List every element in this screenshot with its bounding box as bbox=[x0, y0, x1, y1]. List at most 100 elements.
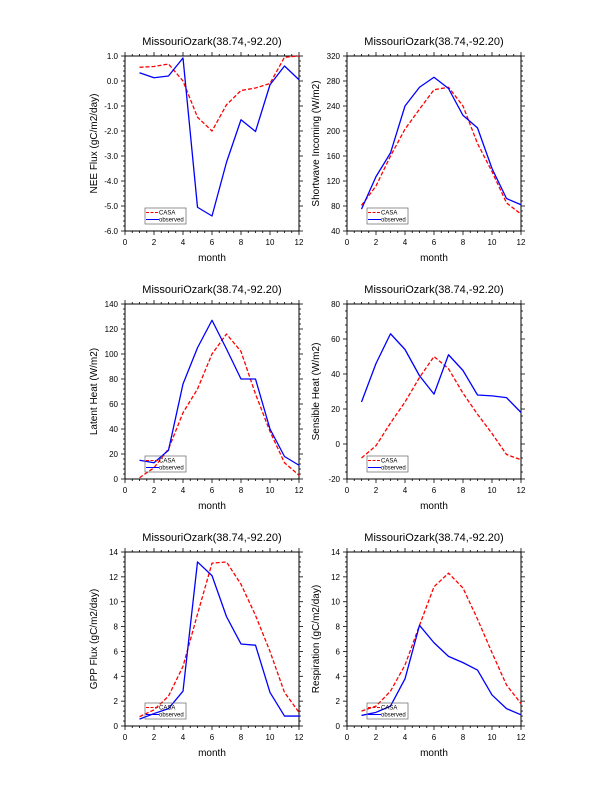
legend-label-casa: CASA bbox=[159, 706, 175, 712]
x-tick-label: 10 bbox=[488, 733, 497, 742]
series-line-casa bbox=[139, 561, 300, 718]
x-tick-label: 10 bbox=[266, 733, 275, 742]
y-axis-ticks bbox=[343, 303, 525, 480]
x-axis-label: month bbox=[420, 501, 448, 512]
x-tick-label: 4 bbox=[403, 238, 408, 247]
x-tick-label: 8 bbox=[461, 486, 466, 495]
x-tick-label: 10 bbox=[488, 238, 497, 247]
series-line-observed bbox=[139, 561, 299, 720]
x-tick-label: 2 bbox=[374, 486, 379, 495]
legend-label-casa: CASA bbox=[159, 459, 175, 465]
y-axis-ticks bbox=[343, 55, 525, 232]
y-axis-label: Sensible Heat (W/m2) bbox=[311, 343, 322, 441]
y-tick-label: 1.0 bbox=[107, 52, 119, 61]
legend-label-observed: observed bbox=[159, 713, 184, 719]
y-tick-label: 40 bbox=[331, 227, 340, 236]
y-axis-label: Shortwave Incoming (W/m2) bbox=[311, 80, 322, 206]
x-tick-label: 0 bbox=[345, 238, 350, 247]
y-tick-label: 60 bbox=[331, 335, 340, 344]
y-tick-label: 0 bbox=[336, 722, 341, 731]
y-tick-label: 10 bbox=[331, 598, 340, 607]
legend-label-casa: CASA bbox=[381, 211, 397, 217]
x-axis-label: month bbox=[420, 253, 448, 264]
y-tick-label: 280 bbox=[327, 77, 341, 86]
x-tick-label: 6 bbox=[210, 238, 215, 247]
series-line-observed bbox=[361, 624, 522, 717]
plot-frame bbox=[124, 551, 300, 727]
x-axis-ticks bbox=[124, 300, 300, 483]
x-tick-label: 0 bbox=[123, 486, 128, 495]
x-tick-label: 2 bbox=[152, 486, 157, 495]
y-tick-label: 120 bbox=[105, 325, 119, 334]
chart-title: MissouriOzark(38.74,-92.20) bbox=[364, 284, 503, 296]
y-tick-label: 0 bbox=[336, 440, 341, 449]
y-tick-label: 80 bbox=[331, 202, 340, 211]
y-axis-ticks bbox=[121, 55, 303, 232]
y-tick-label: 100 bbox=[105, 350, 119, 359]
x-tick-label: 4 bbox=[181, 238, 186, 247]
y-tick-label: -6.0 bbox=[104, 227, 118, 236]
x-tick-label: 2 bbox=[374, 238, 379, 247]
chart-title: MissouriOzark(38.74,-92.20) bbox=[364, 532, 503, 544]
x-tick-label: 8 bbox=[461, 733, 466, 742]
y-tick-label: 80 bbox=[331, 300, 340, 309]
x-tick-label: 6 bbox=[432, 486, 437, 495]
x-tick-label: 6 bbox=[210, 733, 215, 742]
panel-5: MissouriOzark(38.74,-92.20) 0 2 4 6 8 10 12 0 2 4 6… bbox=[89, 532, 304, 759]
x-tick-label: 4 bbox=[181, 486, 186, 495]
y-tick-label: 160 bbox=[327, 152, 341, 161]
y-tick-label: 20 bbox=[331, 405, 340, 414]
y-tick-label: 40 bbox=[331, 370, 340, 379]
legend-label-observed: observed bbox=[381, 218, 406, 224]
y-tick-label: -3.0 bbox=[104, 152, 118, 161]
y-tick-label: -20 bbox=[328, 475, 340, 484]
legend-label-casa: CASA bbox=[381, 706, 397, 712]
plot-frame bbox=[124, 55, 300, 232]
x-tick-label: 8 bbox=[461, 238, 466, 247]
panel-6: MissouriOzark(38.74,-92.20) 0 2 4 6 8 10 12 0 2 4 6… bbox=[311, 532, 526, 759]
y-tick-label: -5.0 bbox=[104, 202, 118, 211]
x-axis-label: month bbox=[420, 748, 448, 759]
series-line-observed bbox=[139, 319, 300, 466]
chart-title: MissouriOzark(38.74,-92.20) bbox=[142, 284, 281, 296]
y-tick-label: 240 bbox=[327, 102, 341, 111]
legend-label-observed: observed bbox=[159, 218, 184, 224]
plot-frame bbox=[346, 551, 522, 727]
series-line-casa bbox=[361, 572, 522, 712]
y-tick-label: 6 bbox=[114, 647, 119, 656]
x-axis-ticks bbox=[124, 548, 300, 730]
legend-label-observed: observed bbox=[381, 713, 406, 719]
x-tick-label: 0 bbox=[345, 486, 350, 495]
x-tick-label: 10 bbox=[488, 486, 497, 495]
series-line-casa bbox=[361, 355, 522, 461]
y-tick-label: -4.0 bbox=[104, 177, 118, 186]
y-tick-label: 8 bbox=[336, 623, 341, 632]
x-tick-label: 6 bbox=[210, 486, 215, 495]
x-axis-label: month bbox=[198, 748, 226, 759]
x-axis-ticks bbox=[346, 52, 522, 235]
legend-box bbox=[366, 702, 409, 720]
y-axis-label: NEE Flux (gC/m2/day) bbox=[89, 93, 100, 193]
legend-box bbox=[144, 455, 187, 473]
y-axis-ticks bbox=[343, 551, 525, 727]
x-tick-label: 0 bbox=[123, 733, 128, 742]
chart-title: MissouriOzark(38.74,-92.20) bbox=[142, 532, 281, 544]
y-tick-label: 320 bbox=[327, 52, 341, 61]
legend-box bbox=[366, 207, 409, 225]
x-tick-label: 12 bbox=[295, 486, 304, 495]
y-tick-label: 0 bbox=[114, 722, 119, 731]
x-axis-label: month bbox=[198, 501, 226, 512]
legend-label-casa: CASA bbox=[159, 211, 175, 217]
series-line-casa bbox=[139, 55, 300, 132]
x-tick-label: 6 bbox=[432, 733, 437, 742]
x-axis-ticks bbox=[346, 548, 522, 730]
y-tick-label: 10 bbox=[109, 598, 118, 607]
legend-label-observed: observed bbox=[159, 466, 184, 472]
plot-frame bbox=[346, 55, 522, 232]
y-tick-label: 80 bbox=[109, 375, 118, 384]
